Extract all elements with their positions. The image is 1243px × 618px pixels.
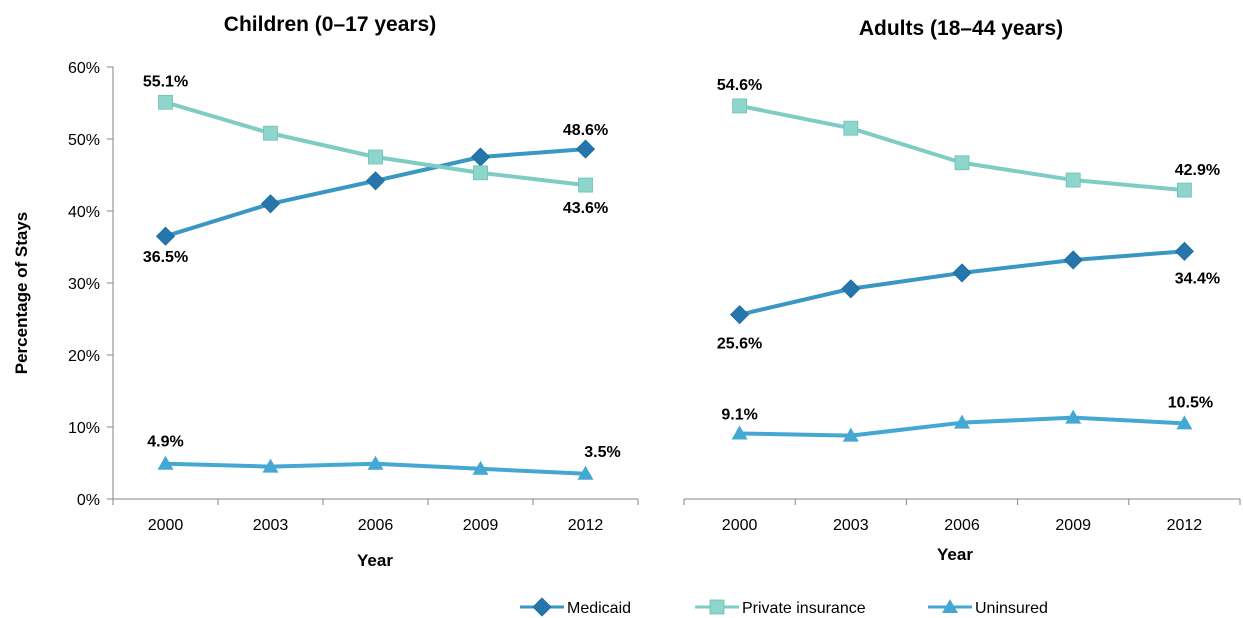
axes-children: 2000 2003 2006 2009 2012 0% 10% 20% 30% 40% 50% 60% [68, 60, 639, 534]
point-private-insurance [368, 149, 383, 165]
y-tick-label: 30% [68, 276, 100, 293]
x-tick-label: 2009 [1055, 517, 1091, 534]
point-medicaid [155, 226, 176, 246]
x-axis-title-adults: Year [937, 545, 973, 564]
x-tick-label: 2000 [148, 517, 184, 534]
y-tick-label: 50% [68, 132, 100, 149]
point-medicaid [1174, 241, 1194, 261]
legend-label-medicaid: Medicaid [567, 600, 631, 617]
x-tick-label: 2006 [358, 517, 394, 534]
chart-title-adults: Adults (18–44 years) [859, 17, 1063, 40]
point-uninsured [1176, 415, 1193, 430]
point-uninsured [262, 458, 279, 473]
legend-marker-uninsured [942, 599, 958, 613]
series-line-private-insurance [739, 103, 1185, 193]
point-medicaid [841, 279, 861, 299]
point-private-insurance [954, 155, 970, 171]
x-tick-label: 2003 [253, 517, 289, 534]
legend-item-uninsured: Uninsured [928, 599, 1048, 617]
y-tick-label: 40% [68, 204, 100, 221]
x-tick-label: 2009 [463, 517, 499, 534]
y-axis-title: Percentage of Stays [12, 212, 31, 375]
legend-label-uninsured: Uninsured [975, 600, 1048, 617]
point-medicaid [260, 194, 281, 214]
x-tick-label: 2012 [568, 517, 604, 534]
series-adults: 25.6% 34.4% 54.6% 42.9% 9.1% 10.5% [717, 77, 1220, 442]
data-label-uninsured: 3.5% [584, 444, 620, 461]
point-private-insurance [158, 94, 173, 110]
series-children: 36.5% 48.6% 55.1% 43.6% 4.9% 3.5% [143, 73, 621, 480]
point-uninsured [472, 460, 489, 475]
legend-marker-private-insurance [709, 599, 725, 615]
point-medicaid [470, 147, 491, 167]
data-label-medicaid: 36.5% [143, 249, 188, 266]
panel-children: Children (0–17 years) Percentage of Stay… [12, 13, 639, 570]
point-uninsured [842, 427, 859, 442]
point-private-insurance [263, 125, 278, 141]
x-tick-label: 2012 [1167, 517, 1203, 534]
point-private-insurance [1065, 172, 1081, 188]
axes-adults: 2000 2003 2006 2009 2012 [683, 498, 1241, 534]
data-label-private-insurance: 54.6% [717, 77, 762, 94]
panel-adults: Adults (18–44 years) Year 2000 2003 2006 20… [683, 17, 1241, 564]
data-label-medicaid: 25.6% [717, 336, 762, 353]
data-label-medicaid: 34.4% [1175, 270, 1220, 287]
x-tick-label: 2000 [722, 517, 758, 534]
point-medicaid [575, 139, 596, 159]
data-label-uninsured: 10.5% [1168, 394, 1213, 411]
legend: Medicaid Private insurance Uninsured [520, 597, 1048, 617]
data-label-uninsured: 9.1% [721, 406, 757, 423]
point-medicaid [365, 171, 386, 191]
point-private-insurance [473, 165, 488, 181]
x-tick-label: 2006 [944, 517, 980, 534]
data-label-private-insurance: 43.6% [563, 200, 608, 217]
data-label-uninsured: 4.9% [147, 434, 183, 451]
y-tick-label: 0% [77, 492, 100, 509]
point-uninsured [367, 455, 384, 470]
legend-label-private-insurance: Private insurance [742, 600, 866, 617]
data-label-medicaid: 48.6% [563, 122, 608, 139]
y-tick-label: 20% [68, 348, 100, 365]
y-tick-label: 60% [68, 60, 100, 77]
point-private-insurance [732, 98, 747, 114]
legend-item-medicaid: Medicaid [520, 597, 631, 617]
y-tick-label: 10% [68, 420, 100, 437]
point-uninsured [157, 455, 174, 470]
data-label-private-insurance: 42.9% [1175, 162, 1220, 179]
chart-title-children: Children (0–17 years) [224, 13, 436, 36]
series-line-medicaid [739, 249, 1185, 317]
point-medicaid [952, 263, 972, 283]
legend-marker-medicaid [532, 597, 552, 617]
point-uninsured [577, 465, 594, 480]
point-medicaid [730, 305, 750, 325]
point-private-insurance [843, 120, 859, 136]
x-axis-title-children: Year [357, 551, 393, 570]
point-uninsured [954, 414, 970, 429]
data-label-private-insurance: 55.1% [143, 73, 188, 90]
point-uninsured [1065, 409, 1082, 424]
point-private-insurance [1177, 182, 1192, 198]
point-medicaid [1063, 250, 1083, 270]
legend-item-private-insurance: Private insurance [695, 599, 866, 617]
x-tick-label: 2003 [833, 517, 869, 534]
point-private-insurance [578, 177, 593, 193]
point-uninsured [731, 425, 748, 440]
